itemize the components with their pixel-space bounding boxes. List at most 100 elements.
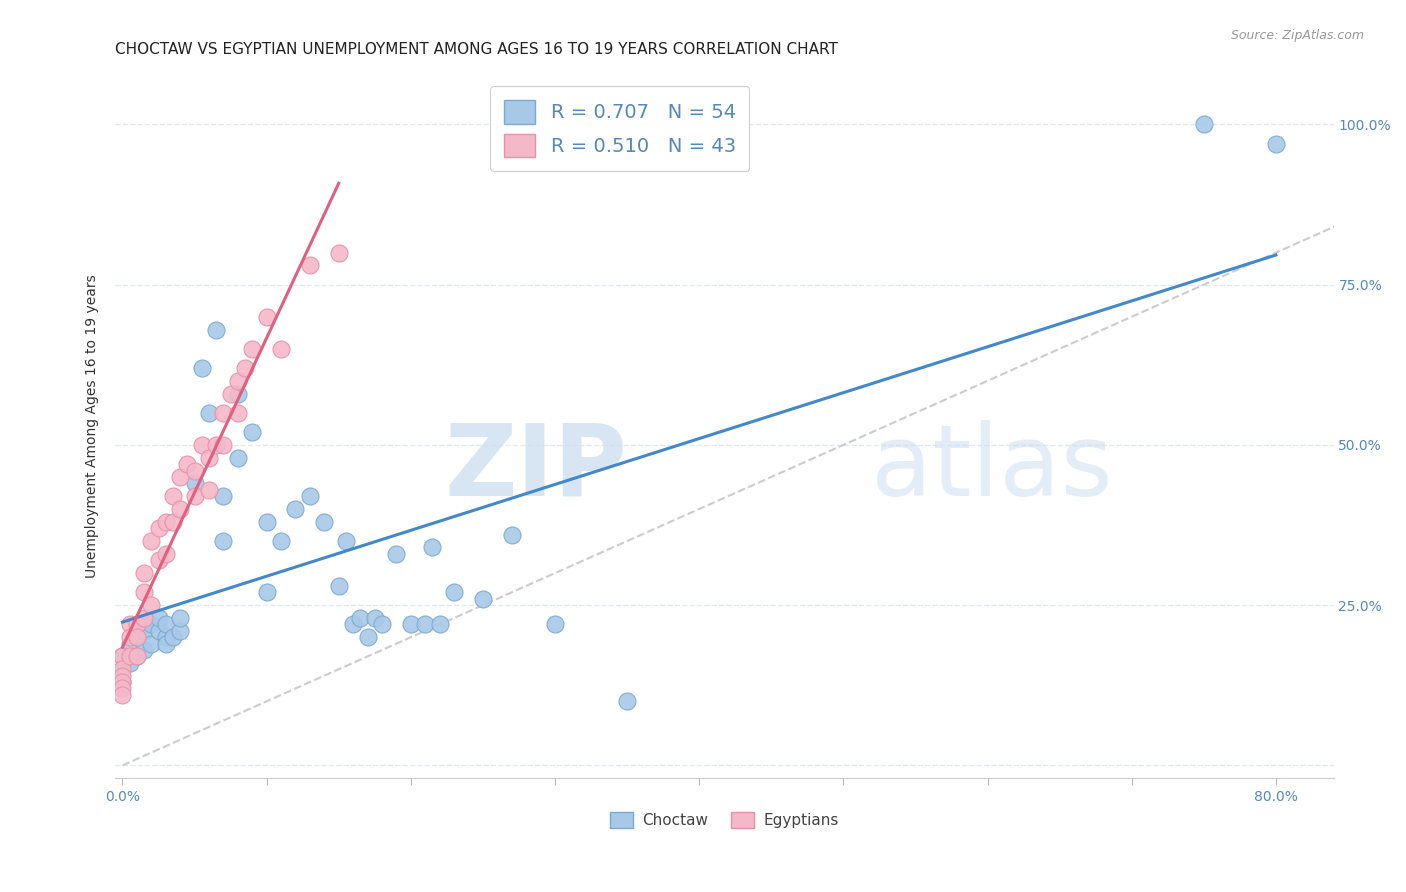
Point bbox=[233, 361, 256, 376]
Point bbox=[191, 361, 214, 376]
Point bbox=[111, 649, 134, 664]
Point bbox=[148, 553, 170, 567]
Point bbox=[141, 617, 163, 632]
Point bbox=[198, 406, 221, 420]
Point bbox=[364, 611, 387, 625]
Point bbox=[141, 637, 163, 651]
Point bbox=[118, 656, 141, 670]
Point bbox=[385, 547, 408, 561]
Point bbox=[148, 611, 170, 625]
Text: ZIP: ZIP bbox=[444, 419, 627, 516]
Point bbox=[132, 611, 155, 625]
Point bbox=[132, 566, 155, 581]
Point bbox=[191, 438, 214, 452]
Point bbox=[132, 624, 155, 638]
Point bbox=[111, 668, 134, 682]
Point bbox=[270, 342, 292, 356]
Point bbox=[328, 245, 350, 260]
Point bbox=[155, 617, 177, 632]
Point bbox=[399, 617, 422, 632]
Point bbox=[371, 617, 394, 632]
Point bbox=[162, 489, 184, 503]
Point bbox=[314, 515, 336, 529]
Point bbox=[118, 637, 141, 651]
Point bbox=[422, 541, 444, 555]
Point bbox=[471, 591, 494, 606]
Point bbox=[212, 406, 235, 420]
Point bbox=[212, 534, 235, 549]
Point bbox=[256, 515, 278, 529]
Point bbox=[125, 630, 148, 644]
Point bbox=[342, 617, 364, 632]
Point bbox=[205, 438, 228, 452]
Point bbox=[111, 688, 134, 702]
Text: CHOCTAW VS EGYPTIAN UNEMPLOYMENT AMONG AGES 16 TO 19 YEARS CORRELATION CHART: CHOCTAW VS EGYPTIAN UNEMPLOYMENT AMONG A… bbox=[115, 42, 838, 57]
Point bbox=[141, 598, 163, 612]
Point bbox=[616, 694, 638, 708]
Point bbox=[148, 521, 170, 535]
Point bbox=[256, 310, 278, 324]
Point bbox=[125, 617, 148, 632]
Point bbox=[132, 643, 155, 657]
Point bbox=[270, 534, 292, 549]
Point bbox=[125, 630, 148, 644]
Point bbox=[125, 649, 148, 664]
Point bbox=[226, 406, 249, 420]
Point bbox=[226, 450, 249, 465]
Point bbox=[226, 386, 249, 401]
Point bbox=[111, 681, 134, 696]
Point bbox=[111, 662, 134, 676]
Point bbox=[335, 534, 357, 549]
Point bbox=[141, 534, 163, 549]
Point bbox=[356, 630, 378, 644]
Text: atlas: atlas bbox=[870, 419, 1112, 516]
Point bbox=[429, 617, 451, 632]
Point bbox=[198, 483, 221, 497]
Point bbox=[155, 630, 177, 644]
Point bbox=[298, 259, 321, 273]
Point bbox=[198, 450, 221, 465]
Point bbox=[111, 675, 134, 690]
Point bbox=[205, 322, 228, 336]
Point bbox=[169, 470, 191, 484]
Point bbox=[256, 585, 278, 599]
Point bbox=[226, 374, 249, 388]
Point bbox=[125, 617, 148, 632]
Point bbox=[162, 515, 184, 529]
Point bbox=[155, 547, 177, 561]
Text: Source: ZipAtlas.com: Source: ZipAtlas.com bbox=[1230, 29, 1364, 43]
Point bbox=[240, 342, 263, 356]
Point bbox=[118, 630, 141, 644]
Y-axis label: Unemployment Among Ages 16 to 19 years: Unemployment Among Ages 16 to 19 years bbox=[86, 274, 100, 578]
Point bbox=[118, 649, 141, 664]
Point bbox=[1264, 136, 1286, 151]
Point bbox=[125, 649, 148, 664]
Point bbox=[544, 617, 567, 632]
Point bbox=[169, 502, 191, 516]
Point bbox=[111, 675, 134, 690]
Point bbox=[219, 386, 242, 401]
Point bbox=[328, 579, 350, 593]
Point bbox=[183, 476, 205, 491]
Point bbox=[111, 662, 134, 676]
Point bbox=[118, 617, 141, 632]
Point bbox=[162, 630, 184, 644]
Point bbox=[240, 425, 263, 439]
Point bbox=[501, 527, 523, 541]
Point bbox=[349, 611, 371, 625]
Legend: Choctaw, Egyptians: Choctaw, Egyptians bbox=[605, 805, 845, 834]
Point bbox=[111, 649, 134, 664]
Point bbox=[284, 502, 307, 516]
Point bbox=[413, 617, 436, 632]
Point bbox=[132, 585, 155, 599]
Point bbox=[443, 585, 465, 599]
Point bbox=[169, 624, 191, 638]
Point bbox=[176, 457, 198, 471]
Point bbox=[155, 515, 177, 529]
Point bbox=[183, 464, 205, 478]
Point bbox=[148, 624, 170, 638]
Point bbox=[169, 611, 191, 625]
Point bbox=[155, 637, 177, 651]
Point bbox=[1192, 118, 1215, 132]
Point bbox=[298, 489, 321, 503]
